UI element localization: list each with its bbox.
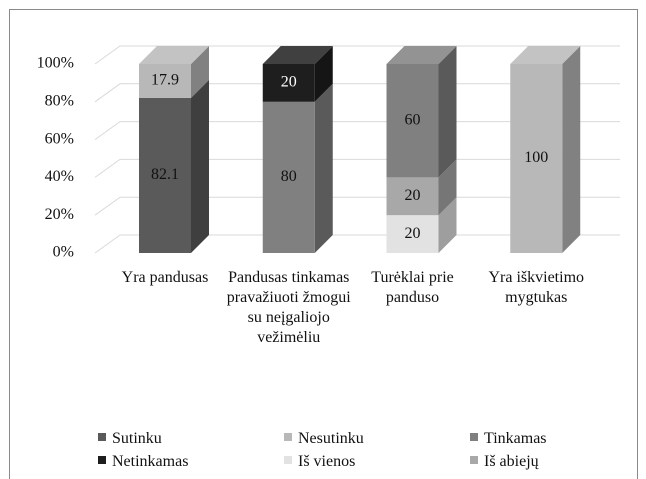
x-tick-label: Pandusas tinkamas pravažiuoti žmogui su … bbox=[226, 269, 351, 346]
bar-side bbox=[438, 197, 457, 253]
chart-border bbox=[9, 9, 638, 479]
legend-label: Tinkamas bbox=[484, 430, 547, 447]
y-tick-label: 40% bbox=[45, 168, 74, 185]
legend-label: Sutinku bbox=[112, 430, 162, 447]
legend-item: Tinkamas bbox=[470, 430, 547, 448]
data-label: 20 bbox=[281, 74, 297, 91]
x-tick-label: Yra pandusas bbox=[121, 269, 209, 286]
legend-label: Iš abiejų bbox=[484, 453, 539, 470]
bar-top bbox=[262, 46, 333, 64]
legend-swatch bbox=[98, 456, 106, 464]
bar-top bbox=[139, 46, 209, 64]
y-tick-label: 20% bbox=[45, 206, 74, 223]
bar-side bbox=[438, 46, 457, 178]
data-label: 60 bbox=[405, 111, 421, 128]
y-tick-label: 80% bbox=[45, 92, 74, 109]
legend-item: Nesutinku bbox=[284, 430, 364, 448]
legend-item: Iš abiejų bbox=[470, 453, 539, 471]
bar-side bbox=[191, 46, 209, 98]
bar bbox=[386, 215, 439, 253]
y-tick-label: 100% bbox=[37, 55, 74, 72]
bar-side bbox=[314, 46, 333, 102]
legend-item: Netinkamas bbox=[98, 453, 188, 471]
bar bbox=[139, 64, 191, 98]
bar-side bbox=[314, 83, 333, 253]
data-label: 82.1 bbox=[151, 166, 179, 183]
x-tick-label: Yra iškvietimo mygtukas bbox=[488, 269, 585, 306]
legend-swatch bbox=[284, 433, 292, 441]
legend-swatch bbox=[284, 456, 292, 464]
bar-top bbox=[386, 46, 457, 64]
data-label: 80 bbox=[281, 168, 297, 185]
legend-swatch bbox=[98, 433, 106, 441]
bar bbox=[139, 97, 191, 254]
legend-label: Netinkamas bbox=[112, 453, 189, 470]
legend-swatch bbox=[470, 433, 478, 441]
data-label: 20 bbox=[405, 225, 421, 242]
bar-side bbox=[562, 46, 581, 253]
legend-label: Iš vienos bbox=[298, 453, 356, 470]
legend-swatch bbox=[470, 456, 478, 464]
x-tick-label: Turėklai prie panduso bbox=[371, 269, 454, 306]
bar bbox=[262, 101, 315, 253]
data-label: 17.9 bbox=[151, 72, 179, 89]
y-tick-label: 60% bbox=[45, 130, 74, 147]
bar-top bbox=[510, 46, 581, 64]
bar bbox=[386, 64, 439, 178]
bar bbox=[262, 64, 315, 102]
bar bbox=[510, 64, 563, 253]
data-label: 20 bbox=[405, 187, 421, 204]
legend-label: Nesutinku bbox=[298, 430, 364, 447]
data-label: 100 bbox=[524, 149, 548, 166]
y-tick-label: 0% bbox=[53, 244, 74, 261]
bar-side bbox=[438, 159, 457, 216]
bar-side bbox=[191, 79, 209, 254]
bar bbox=[386, 177, 439, 216]
legend-item: Iš vienos bbox=[284, 453, 355, 471]
legend-item: Sutinku bbox=[98, 430, 162, 448]
